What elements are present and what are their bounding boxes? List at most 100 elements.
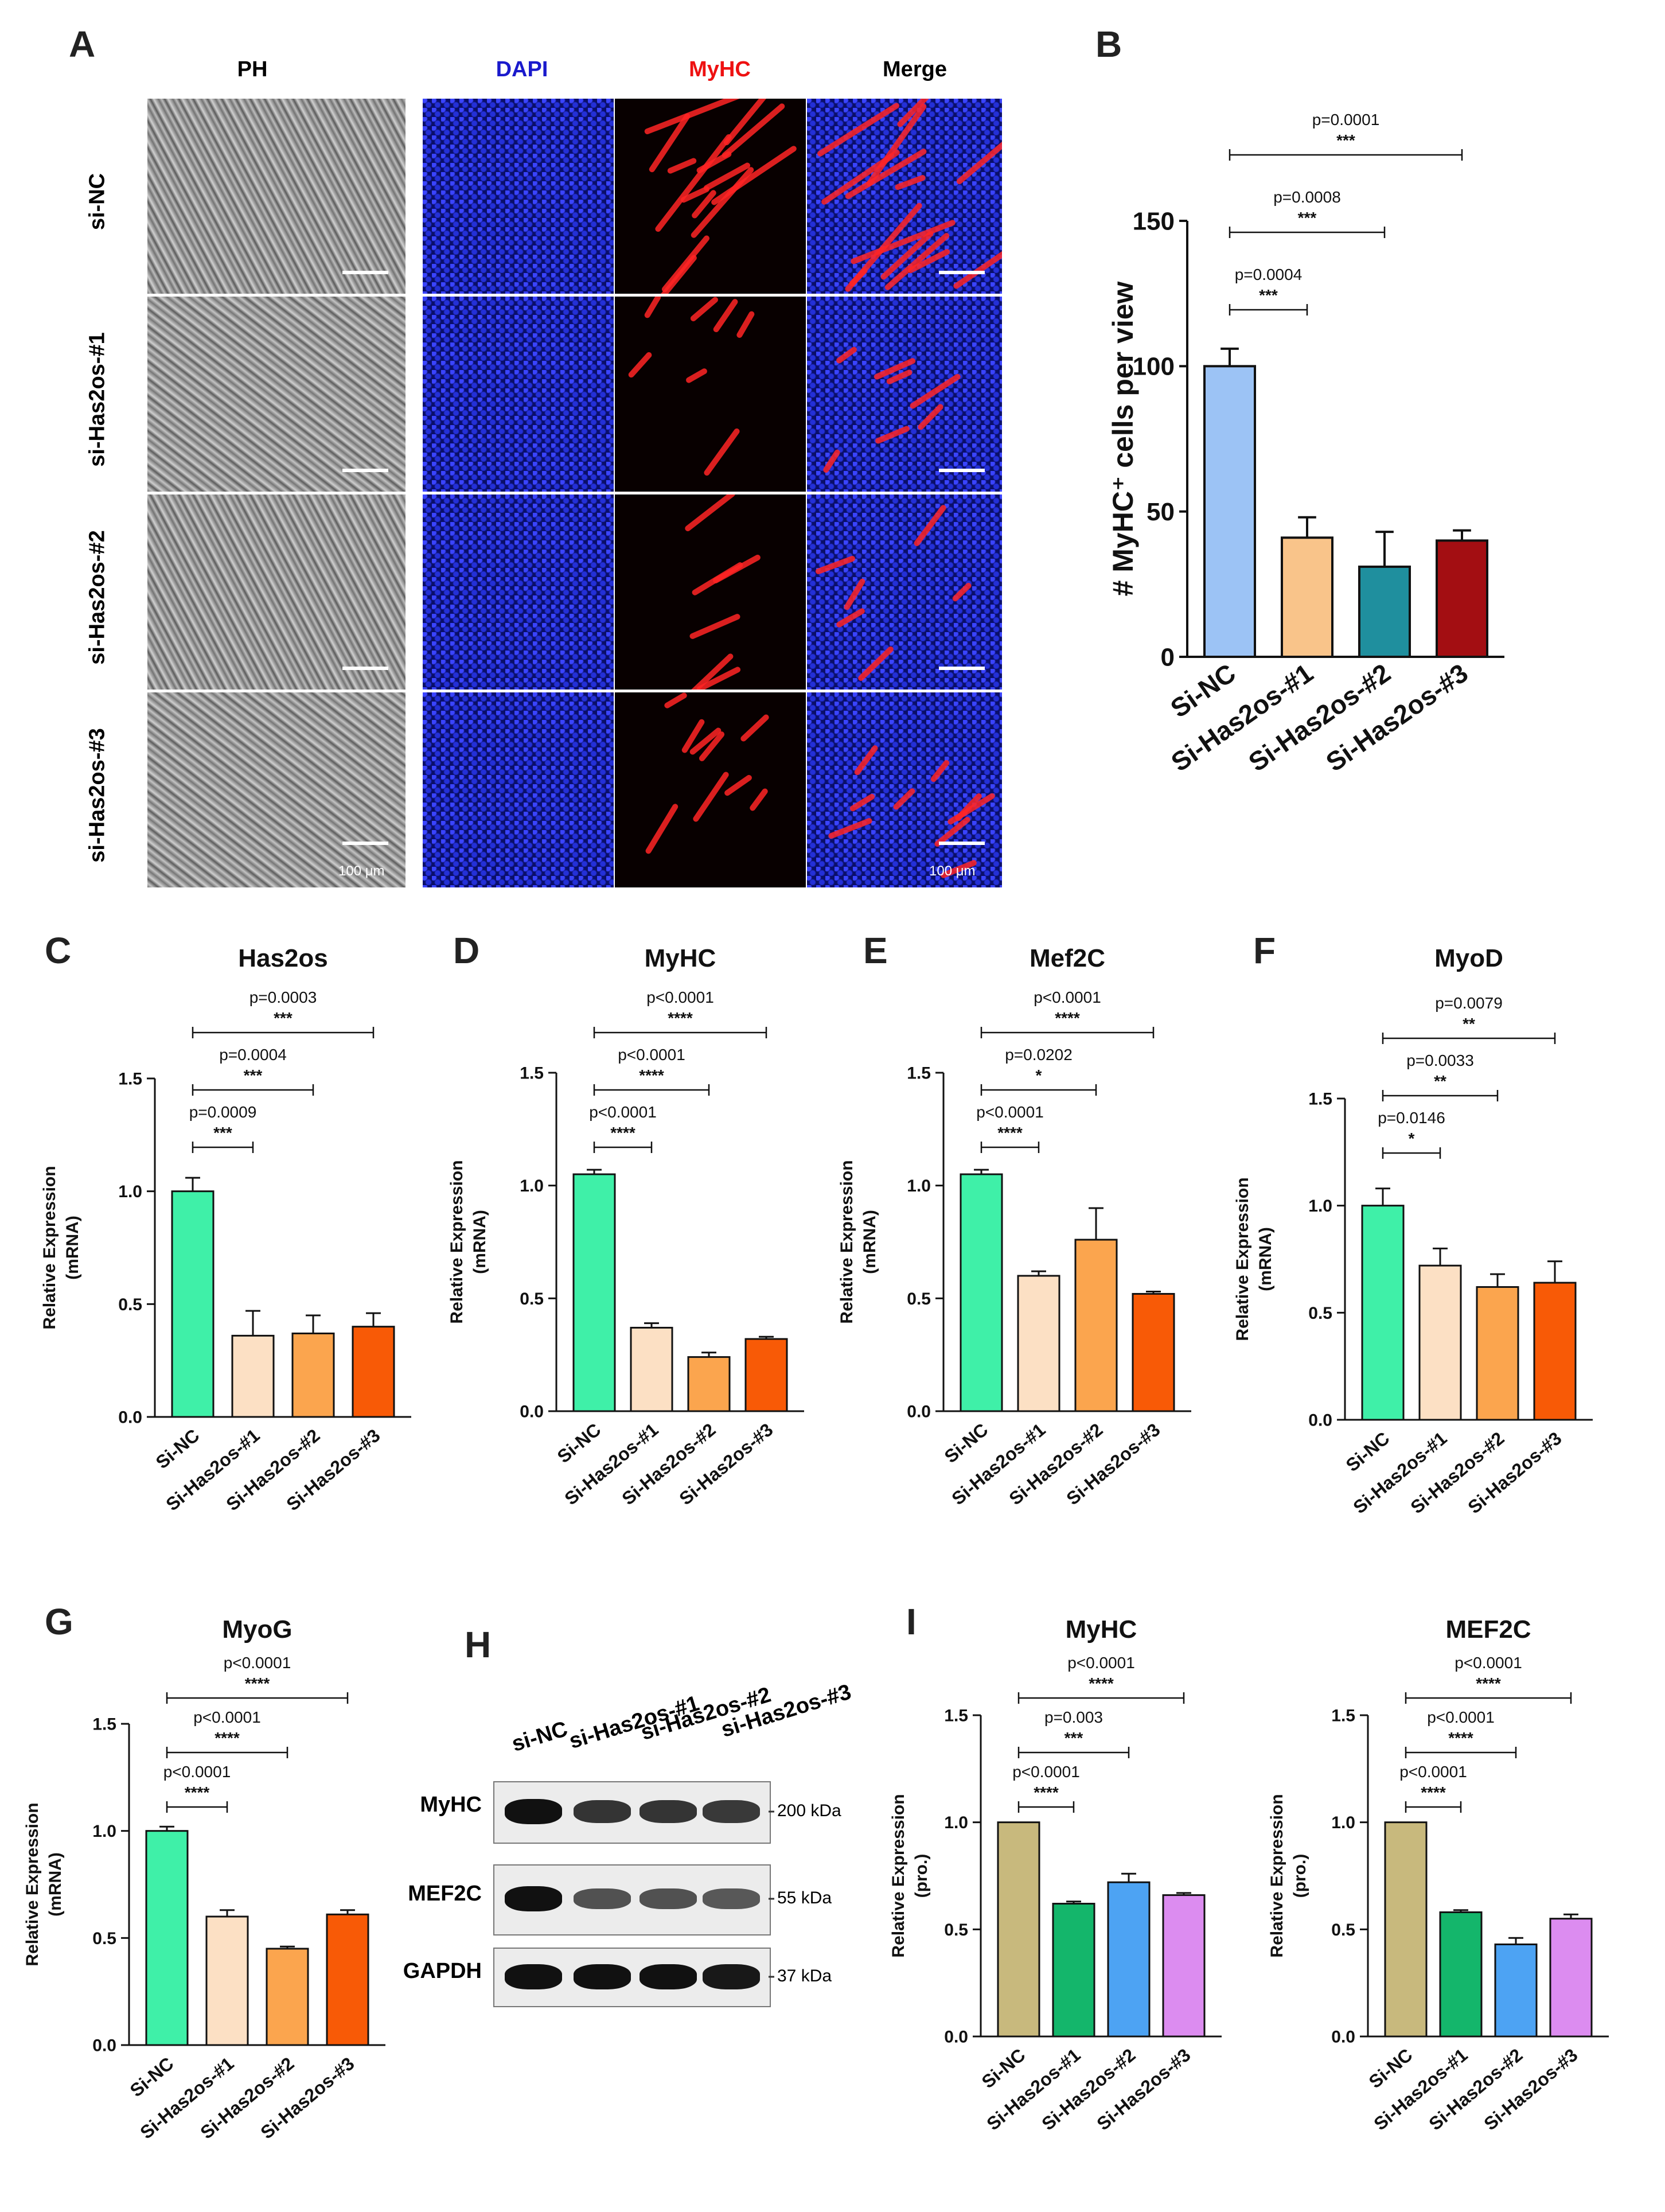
blot-band-mef2c-lane-2 <box>574 1888 631 1910</box>
myhc-fiber <box>816 102 901 158</box>
y-tick-label: 1.0 <box>92 1822 116 1841</box>
p-value-label: p=0.003 <box>1044 1708 1103 1726</box>
bar-si-has2os-1 <box>1052 1903 1095 2038</box>
myhc-fiber <box>703 427 741 477</box>
row-header-si-has2os-3: si-Has2os-#3 <box>85 728 110 863</box>
y-tick-label: 1.0 <box>907 1177 931 1195</box>
panel-letter-i: I <box>906 1601 917 1642</box>
y-tick-label: 1.0 <box>944 1813 968 1832</box>
micrograph-myhc-row-4 <box>614 691 808 889</box>
panel-letter-f: F <box>1253 930 1276 971</box>
y-axis-label-unit: (pro.) <box>1290 1854 1309 1898</box>
significance-stars: **** <box>1448 1729 1473 1747</box>
p-value-label: p<0.0001 <box>193 1708 261 1726</box>
p-value-label: p=0.0079 <box>1435 994 1503 1012</box>
micrograph-dapi-row-3 <box>422 493 616 691</box>
p-value-label: p=0.0001 <box>1312 111 1380 128</box>
significance-stars: **** <box>185 1783 210 1801</box>
scale-bar <box>342 469 388 472</box>
p-value-label: p=0.0003 <box>249 988 317 1006</box>
significance-stars: **** <box>610 1124 635 1142</box>
significance-stars: **** <box>1055 1009 1080 1027</box>
p-value-label: p<0.0001 <box>163 1763 231 1781</box>
y-tick-label: 100 <box>1133 353 1175 381</box>
myhc-fiber <box>946 792 997 826</box>
y-tick-label: 1.0 <box>1331 1813 1355 1832</box>
y-tick-label: 150 <box>1133 207 1175 235</box>
bar-si-has2os-2 <box>266 1948 309 2046</box>
myhc-fiber <box>643 297 662 320</box>
column-header-merge: Merge <box>883 57 947 81</box>
blot-label-gapdh: GAPDH <box>403 1959 482 1983</box>
bar-si-has2os-3 <box>1436 539 1488 658</box>
panel-letter-a: A <box>69 24 96 65</box>
bar-si-nc <box>1384 1821 1428 2038</box>
chart-i-myhc-protein: MyHC 0.0 0.5 1.0 1.5 Relative Expression (pro.… <box>889 1615 1222 2135</box>
y-axis-label: # MyHC⁺ cells per view <box>1107 281 1139 596</box>
chart-title: Mef2C <box>1030 944 1105 972</box>
micrograph-myhc-row-2 <box>614 295 808 493</box>
panel-letter-e: E <box>863 930 888 971</box>
bar-si-has2os-1 <box>205 1915 249 2046</box>
panel-letter-d: D <box>453 930 480 971</box>
significance-stars: *** <box>1259 286 1278 304</box>
micrograph-ph-row-1 <box>146 98 407 295</box>
significance-stars: **** <box>639 1066 664 1084</box>
y-tick-label: 0.0 <box>92 2036 116 2055</box>
p-value-label: p<0.0001 <box>589 1103 657 1121</box>
y-axis-label: Relative Expression <box>23 1802 42 1966</box>
y-axis-label: Relative Expression <box>1233 1177 1252 1341</box>
y-axis-label: Relative Expression <box>1268 1794 1286 1957</box>
bar-si-has2os-2 <box>1074 1239 1118 1412</box>
bar-si-has2os-3 <box>1533 1282 1577 1421</box>
myhc-fiber <box>827 817 874 840</box>
significance-stars: *** <box>274 1009 293 1027</box>
scale-label-merge: 100 μm <box>929 863 976 879</box>
myhc-fiber <box>883 232 950 291</box>
blot-band-gapdh-lane-2 <box>574 1964 631 1989</box>
x-tick-label: Si-NC <box>126 2053 178 2101</box>
row-header-si-has2os-1: si-Has2os-#1 <box>85 332 110 467</box>
y-axis-label: Relative Expression <box>447 1160 466 1323</box>
significance-stars: * <box>1036 1066 1042 1084</box>
bar-si-has2os-2 <box>1494 1943 1538 2038</box>
y-tick-label: 1.0 <box>1308 1197 1332 1216</box>
p-value-label: p=0.0009 <box>189 1103 257 1121</box>
y-tick-label: 1.5 <box>1331 1707 1355 1726</box>
significance-stars: **** <box>215 1729 240 1747</box>
myhc-fiber <box>917 403 945 431</box>
row-header-si-has2os-2: si-Has2os-#2 <box>85 530 110 665</box>
myhc-fiber <box>848 793 876 813</box>
y-tick-label: 50 <box>1147 498 1175 526</box>
myhc-fiber <box>692 770 730 823</box>
x-tick-label: Si-Has2os-#2 <box>1038 2044 1139 2135</box>
y-tick-label: 0.5 <box>520 1290 544 1308</box>
p-value-label: p<0.0001 <box>1067 1654 1135 1672</box>
myhc-fiber <box>688 613 742 640</box>
y-tick-label: 1.5 <box>520 1064 544 1083</box>
lane-label-si-nc: si-NC <box>509 1716 571 1757</box>
blot-band-myhc-lane-1 <box>505 1799 562 1824</box>
chart-title: MyoG <box>222 1615 292 1644</box>
myhc-fiber <box>874 425 911 445</box>
myhc-fiber <box>952 581 973 603</box>
panel-letter-h: H <box>465 1624 492 1665</box>
myhc-fiber <box>663 692 689 710</box>
x-tick-label: Si-NC <box>1342 1428 1394 1476</box>
myhc-fiber <box>660 234 711 294</box>
micrograph-merge-row-1 <box>806 98 1003 295</box>
p-value-label: p<0.0001 <box>1455 1654 1522 1672</box>
column-header-ph: PH <box>237 57 268 81</box>
myhc-fiber <box>835 607 866 629</box>
x-tick-label: Si-NC <box>152 1425 204 1473</box>
bar-si-has2os-3 <box>352 1326 395 1418</box>
y-tick-label: 0.5 <box>92 1929 116 1948</box>
significance-stars: *** <box>1336 131 1355 149</box>
blot-band-mef2c-lane-3 <box>640 1888 697 1910</box>
chart-title: Has2os <box>238 944 328 972</box>
y-axis-label-unit: (mRNA) <box>1256 1227 1275 1291</box>
bar-si-has2os-1 <box>630 1326 673 1412</box>
y-tick-label: 0.0 <box>944 2028 968 2047</box>
blot-band-gapdh-lane-3 <box>640 1964 697 1989</box>
bar-si-has2os-1 <box>1439 1911 1483 2038</box>
